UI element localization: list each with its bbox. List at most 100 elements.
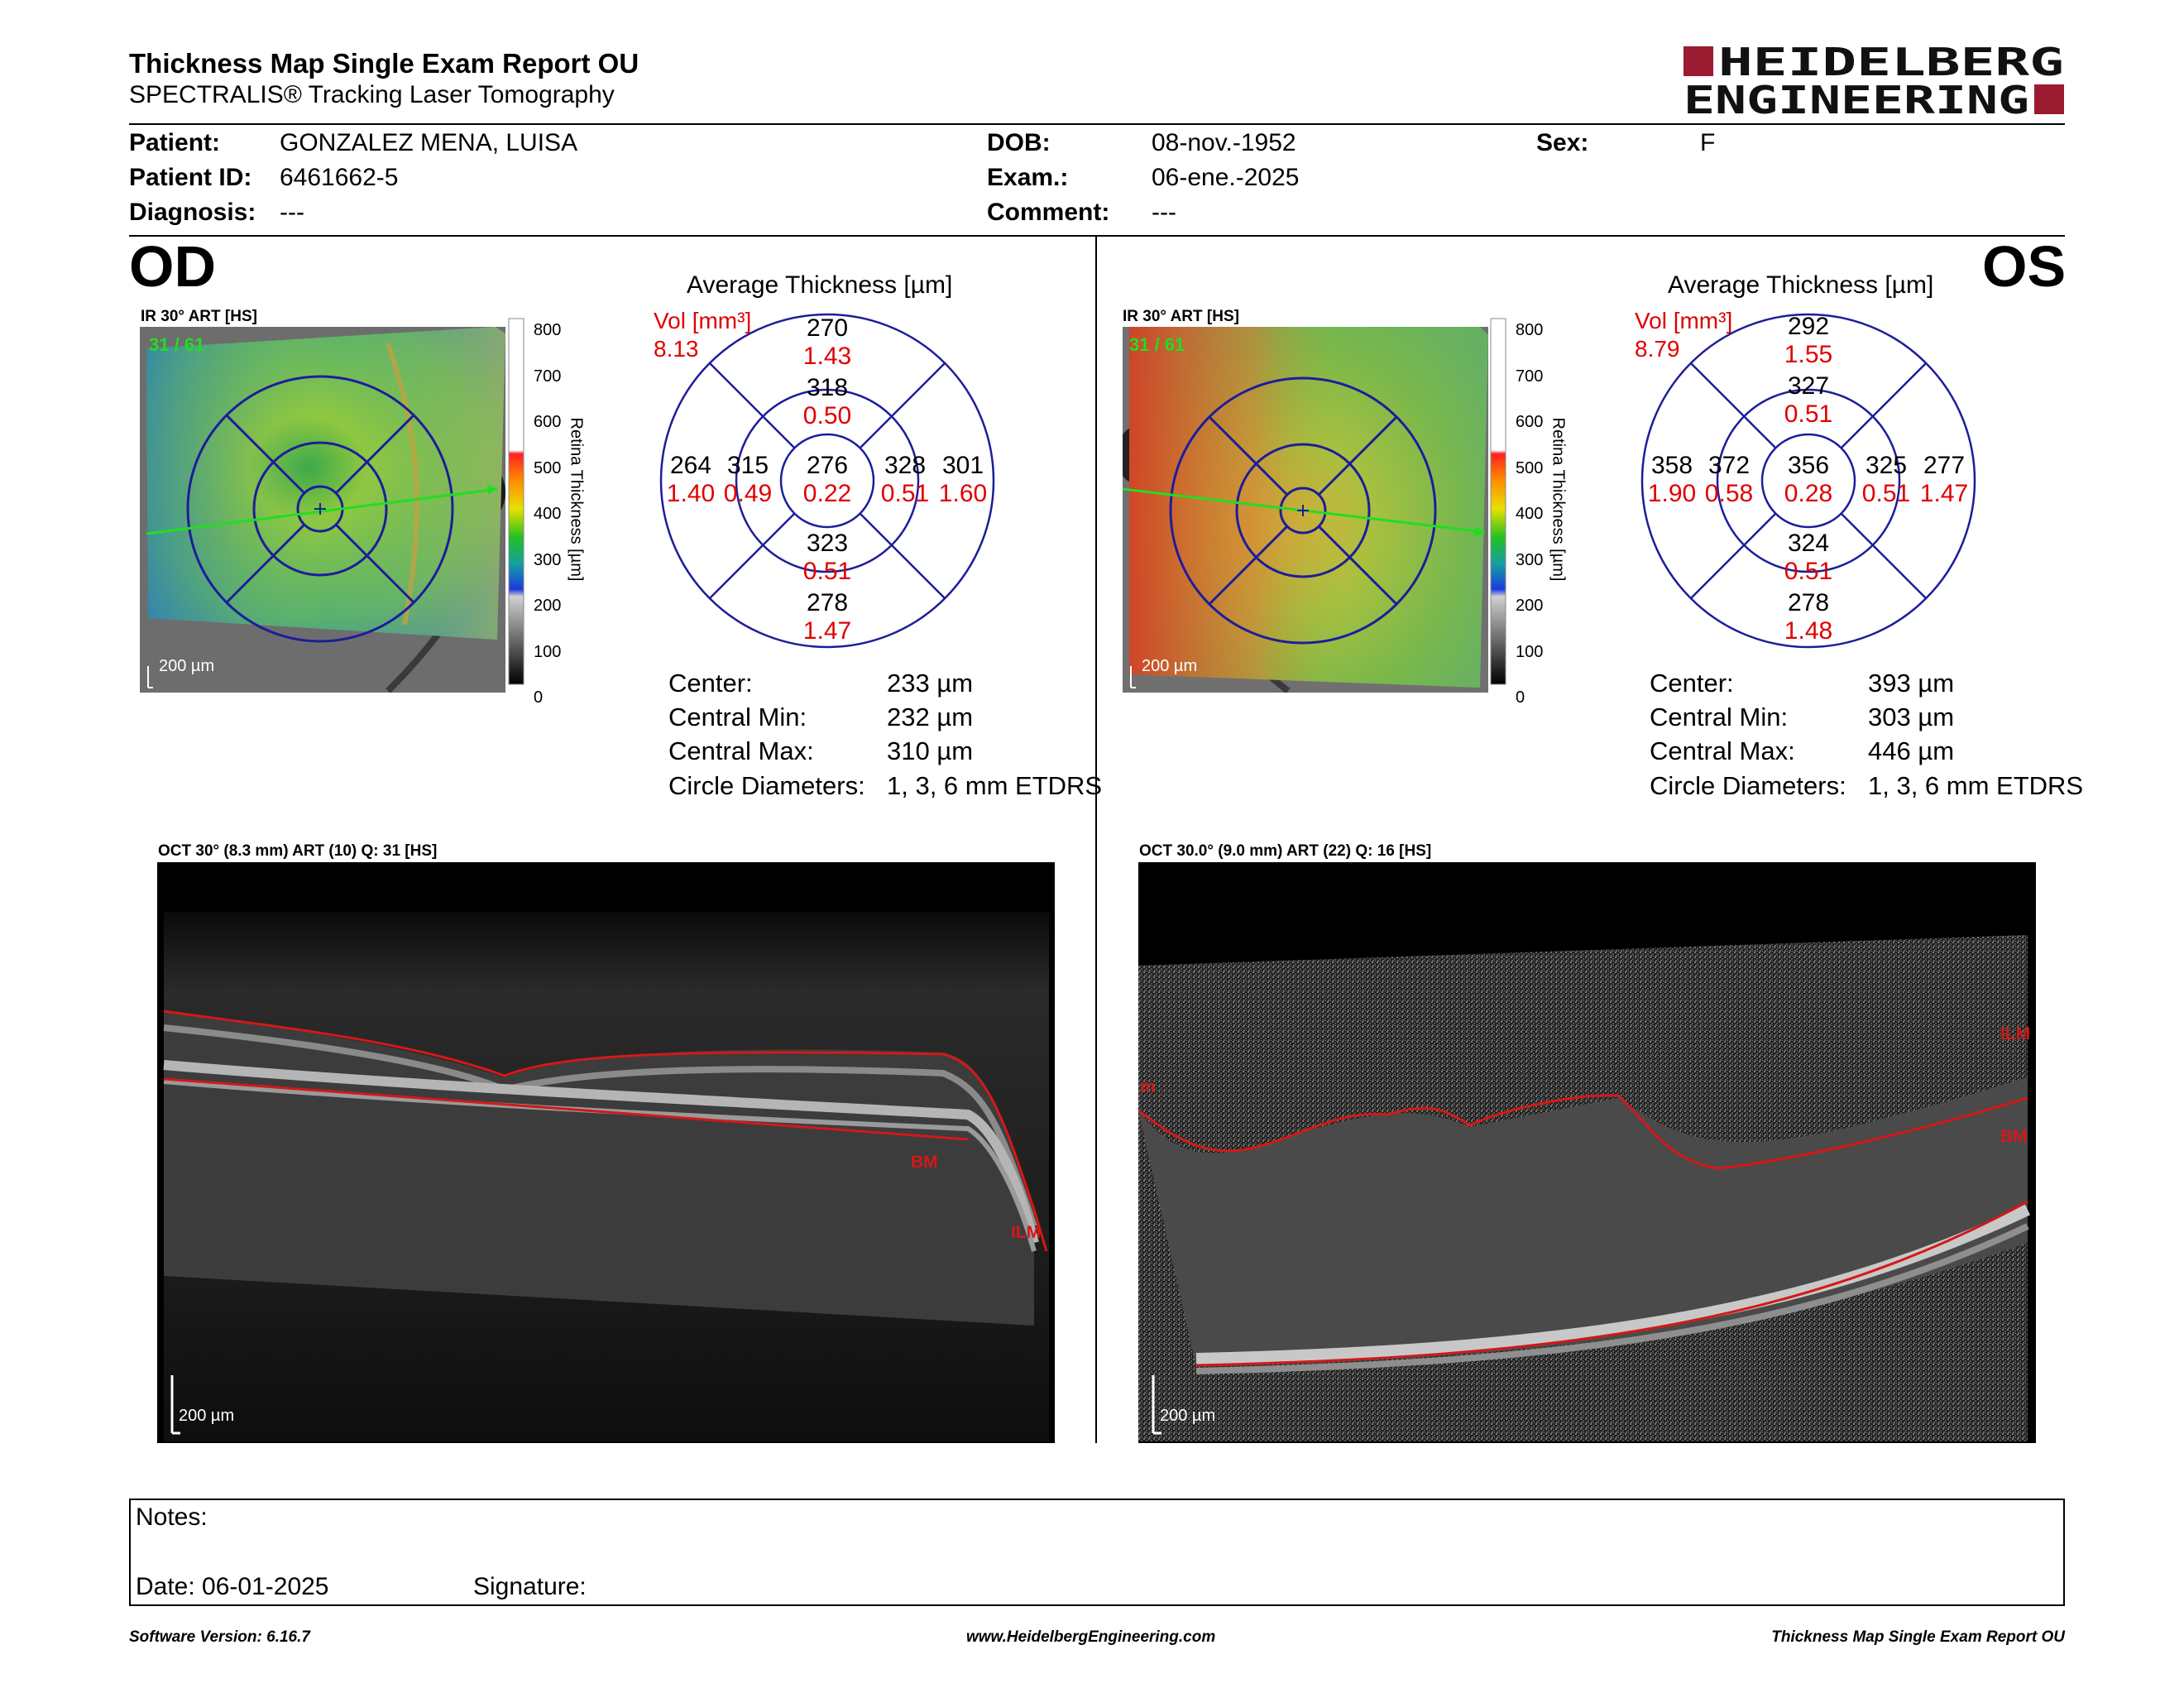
oct-scale-od: 200 µm [179,1407,235,1425]
ilm-left-label-os: m [1140,1077,1156,1096]
grid-center-volume: 0.28 [1784,480,1833,507]
center-divider [1095,237,1097,1443]
svg-text:ENGINEERING: ENGINEERING [1684,78,2029,117]
grid-outer-right-volume: 1.60 [938,480,988,507]
grid-inner-sup-thickness: 318 [806,374,849,401]
colorbar-ticks-od: 800 700 600 500 400 300 200 100 0 [534,308,561,722]
ilm-label-od: ILM [1011,1223,1042,1242]
grid-outer-inf-thickness: 278 [1787,589,1830,616]
comment: --- [1152,199,1176,226]
grid-outer-left-thickness: 264 [669,452,712,479]
grid-outer-sup-thickness: 270 [806,314,849,342]
oct-bscan-os [1138,862,2036,1443]
colorbar-tick: 800 [534,321,562,339]
colorbar-od [508,318,524,685]
notes-label: Notes: [136,1503,208,1531]
grid-outer-inf-thickness: 278 [806,589,849,616]
dob-label: DOB: [987,129,1051,156]
stat-max-label-od: Central Max: [668,736,814,765]
grid-inner-right-thickness: 328 [884,452,927,479]
grid-outer-sup-thickness: 292 [1787,313,1830,340]
grid-inner-sup-volume: 0.51 [1784,400,1833,428]
colorbar-tick: 700 [1516,367,1544,386]
etdrs-grid-od [659,313,995,649]
grid-outer-right-volume: 1.47 [1919,480,1969,507]
colorbar-tick: 600 [534,413,562,431]
oct-bscan-od [157,862,1055,1443]
heidelberg-logo: HEIDELBERG ENGINEERING [1684,40,2064,122]
avg-thickness-title-od: Average Thickness [µm] [687,271,953,299]
colorbar-tick: 400 [1516,505,1544,523]
bm-label-od: BM [911,1153,938,1172]
grid-inner-sup-thickness: 327 [1787,372,1830,400]
colorbar-tick: 100 [534,642,562,661]
colorbar-tick: 0 [534,688,544,707]
vol-label-od: Vol [mm³] [654,308,752,333]
colorbar-tick: 200 [534,597,562,615]
patient-id: 6461662-5 [280,164,399,191]
grid-center-volume: 0.22 [802,480,852,507]
grid-outer-right-thickness: 301 [941,452,984,479]
vol-value-od: 8.13 [654,336,699,362]
notes-box[interactable]: Notes: Date: 06-01-2025 Signature: [129,1499,2065,1606]
frame-index-od: 31 / 61 [149,334,205,355]
stat-min-value-od: 232 µm [887,703,974,731]
report-title: Thickness Map Single Exam Report OU [129,48,639,79]
colorbar-title-od: Retina Thickness [µm] [567,417,586,582]
colorbar-tick: 0 [1516,688,1525,707]
exam-date: 06-ene.-2025 [1152,164,1300,191]
grid-inner-inf-volume: 0.51 [802,558,852,585]
stat-max-label-os: Central Max: [1650,736,1795,765]
grid-outer-sup-volume: 1.55 [1784,341,1833,368]
stat-min-label-od: Central Min: [668,703,807,731]
stat-max-value-od: 310 µm [887,736,974,765]
patient-name: GONZALEZ MENA, LUISA [280,129,578,156]
report-subtitle: SPECTRALIS® Tracking Laser Tomography [129,81,615,108]
stat-center-label-od: Center: [668,669,753,698]
stat-max-value-os: 446 µm [1868,736,1955,765]
grid-inner-left-thickness: 315 [726,452,769,479]
grid-inner-sup-volume: 0.50 [802,402,852,429]
fundus-thickness-map-os [1117,327,1488,694]
stat-diam-label-od: Circle Diameters: [668,771,865,800]
stat-diam-label-os: Circle Diameters: [1650,771,1846,800]
stat-center-value-os: 393 µm [1868,669,1955,698]
patient-label: Patient: [129,129,221,156]
colorbar-tick: 200 [1516,597,1544,615]
grid-outer-left-thickness: 358 [1650,452,1693,479]
colorbar-title-os: Retina Thickness [µm] [1549,417,1568,582]
colorbar-tick: 300 [534,550,562,569]
grid-inner-right-thickness: 325 [1865,452,1908,479]
grid-inner-inf-volume: 0.51 [1784,558,1833,585]
ir-label-od: IR 30° ART [HS] [141,308,257,325]
eye-label-os: OS [1982,234,2067,299]
sex-label: Sex: [1536,129,1589,156]
ir-label-os: IR 30° ART [HS] [1123,308,1239,325]
comment-label: Comment: [987,199,1110,226]
colorbar-os [1490,318,1506,685]
stat-diam-value-os: 1, 3, 6 mm ETDRS [1868,771,2084,800]
grid-outer-sup-volume: 1.43 [802,343,852,370]
stat-center-label-os: Center: [1650,669,1734,698]
etdrs-grid-os [1640,313,1976,649]
stat-min-value-os: 303 µm [1868,703,1955,731]
colorbar-tick: 300 [1516,550,1544,569]
grid-outer-left-volume: 1.40 [666,480,716,507]
scale-label-os: 200 µm [1142,657,1198,675]
grid-center-thickness: 276 [806,452,849,479]
svg-text:HEIDELBERG: HEIDELBERG [1718,45,2064,84]
stat-center-value-od: 233 µm [887,669,974,698]
grid-inner-right-volume: 0.51 [1861,480,1911,507]
diagnosis-label: Diagnosis: [129,199,256,226]
date-label: Date: 06-01-2025 [136,1573,329,1600]
frame-index-os: 31 / 61 [1129,334,1185,355]
report-name-footer: Thickness Map Single Exam Report OU [1771,1628,2065,1646]
fundus-thickness-map-od [140,327,505,693]
ilm-label-os: ILM [2000,1024,2031,1043]
patient-divider [129,235,2065,237]
grid-inner-right-volume: 0.51 [880,480,930,507]
grid-outer-left-volume: 1.90 [1647,480,1697,507]
website-link[interactable]: www.HeidelbergEngineering.com [966,1628,1216,1646]
grid-inner-inf-thickness: 323 [806,530,849,557]
avg-thickness-title-os: Average Thickness [µm] [1668,271,1934,299]
